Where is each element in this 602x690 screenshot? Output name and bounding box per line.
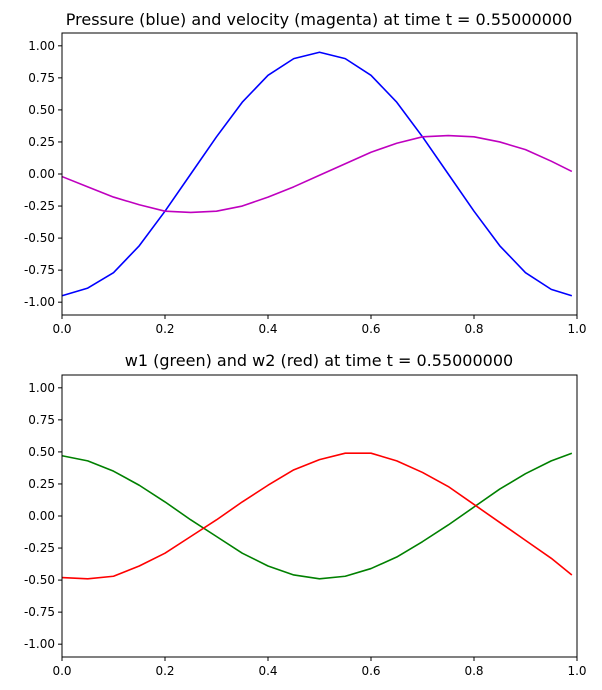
pressure-velocity-chart: Pressure (blue) and velocity (magenta) a… <box>24 10 587 336</box>
y-tick-label: 0.25 <box>28 135 55 149</box>
chart-title: Pressure (blue) and velocity (magenta) a… <box>66 10 573 29</box>
y-tick-label: 0.75 <box>28 71 55 85</box>
series-layer <box>61 452 573 580</box>
axes: 0.0 0.2 0.4 0.6 0.8 1.0 -1.00 -0.75 -0.50 -0.25 0.… <box>24 381 587 678</box>
plot-frame <box>61 374 578 658</box>
x-tick-label: 0.4 <box>258 322 277 336</box>
x-tick-label: 0.2 <box>155 322 174 336</box>
x-tick-label: 0.0 <box>52 664 71 678</box>
chart-title: w1 (green) and w2 (red) at time t = 0.55… <box>125 351 513 370</box>
y-tick-label: 0.00 <box>28 509 55 523</box>
y-tick-label: -0.75 <box>24 263 55 277</box>
series-line-1 <box>61 452 573 580</box>
y-tick-label: -0.25 <box>24 199 55 213</box>
y-tick-label: -0.75 <box>24 605 55 619</box>
series-line-1 <box>61 134 573 214</box>
plot-frame <box>61 32 578 316</box>
x-tick-label: 0.2 <box>155 664 174 678</box>
y-tick-label: 1.00 <box>28 39 55 53</box>
x-tick-label: 1.0 <box>567 664 586 678</box>
y-tick-label: 0.50 <box>28 103 55 117</box>
series-line-0 <box>61 452 573 580</box>
x-tick-label: 0.0 <box>52 322 71 336</box>
x-tick-label: 0.8 <box>464 664 483 678</box>
y-tick-label: 0.50 <box>28 445 55 459</box>
series-layer <box>61 51 573 297</box>
axes: 0.0 0.2 0.4 0.6 0.8 1.0 -1.00 -0.75 -0.50 -0.25 0.… <box>24 39 587 336</box>
x-tick-label: 1.0 <box>567 322 586 336</box>
x-tick-label: 0.6 <box>361 322 380 336</box>
y-tick-label: -1.00 <box>24 295 55 309</box>
x-tick-label: 0.8 <box>464 322 483 336</box>
y-tick-label: -0.50 <box>24 231 55 245</box>
y-tick-label: 0.25 <box>28 477 55 491</box>
y-tick-label: 0.75 <box>28 413 55 427</box>
x-tick-label: 0.6 <box>361 664 380 678</box>
x-tick-label: 0.4 <box>258 664 277 678</box>
y-tick-label: 1.00 <box>28 381 55 395</box>
w1-w2-chart: w1 (green) and w2 (red) at time t = 0.55… <box>24 351 587 678</box>
series-line-0 <box>61 51 573 297</box>
y-tick-label: -0.50 <box>24 573 55 587</box>
y-tick-label: -1.00 <box>24 637 55 651</box>
y-tick-label: -0.25 <box>24 541 55 555</box>
y-tick-label: 0.00 <box>28 167 55 181</box>
